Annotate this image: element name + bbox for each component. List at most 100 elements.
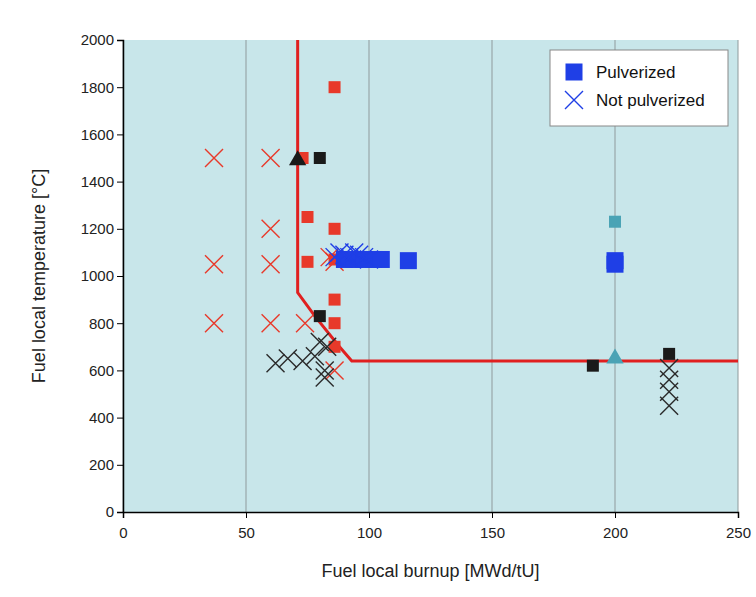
grid-line [738,40,739,512]
tick-label: 1000 [81,267,114,284]
boundary-line [298,40,738,361]
grid-line [369,40,370,512]
point [329,341,341,353]
tick-mark [117,465,123,466]
plot-background [123,40,738,512]
tick-mark [117,229,123,230]
tick: 1000 [81,267,123,284]
tick: 400 [89,409,123,426]
tick-label: 400 [89,409,114,426]
point [302,256,314,268]
y-axis: 0 200 400 600 800 1000 1200 1400 1600 1800 2000 [81,31,124,520]
point [329,81,341,93]
tick-label: 1800 [81,79,114,96]
tick-label: 0 [106,503,114,520]
tick: 0 [106,503,123,520]
tick-mark [117,182,123,183]
point [609,216,621,228]
tick: 1800 [81,79,123,96]
point [314,152,326,164]
x-axis-title: Fuel local burnup [MWd/tU] [321,561,539,581]
x-axis: 0 50 100 150 200 250 [119,512,751,541]
tick: 200 [89,456,123,473]
point [607,256,624,273]
tick: 1400 [81,173,123,190]
point [660,383,678,401]
point [306,347,324,365]
tick-label: 200 [89,456,114,473]
legend-marker [565,91,583,109]
point [205,255,223,273]
point [267,354,285,372]
tick-mark [117,87,123,88]
tick-label: 200 [603,524,628,541]
tick: 100 [357,512,382,541]
tick-mark [492,512,493,518]
tick-mark [246,512,247,518]
legend: Pulverized Not pulverized [550,50,728,126]
point [318,338,336,356]
grid [123,40,738,512]
tick: 150 [480,512,505,541]
point [314,310,326,322]
legend-marker [566,64,583,81]
point [294,352,312,370]
point [663,348,675,360]
point [606,349,623,364]
point [587,360,599,372]
tick: 2000 [81,31,123,48]
grid-line [246,40,247,512]
tick-mark [117,134,123,135]
tick-mark [117,512,123,513]
point [360,250,378,268]
tick-label: 1600 [81,126,114,143]
tick: 600 [89,362,123,379]
tick-label: 100 [357,524,382,541]
chart: 0 50 100 150 200 250 0 200 400 600 800 1000 1200 1400… [0,0,756,597]
tick: 1600 [81,126,123,143]
tick-mark [615,512,616,518]
tick-label: 1200 [81,220,114,237]
point [262,255,280,273]
point [329,223,341,235]
point [400,252,417,269]
point [326,361,344,379]
tick-mark [117,370,123,371]
point [329,294,341,306]
point [329,317,341,329]
tick-label: 0 [119,524,127,541]
tick-mark [117,418,123,419]
legend-label: Not pulverized [596,91,705,110]
tick-mark [117,276,123,277]
tick: 0 [119,512,127,541]
point [316,368,334,386]
point [205,314,223,332]
tick: 200 [603,512,628,541]
point [660,397,678,415]
tick-label: 1400 [81,173,114,190]
point [262,149,280,167]
point [262,220,280,238]
tick-mark [369,512,370,518]
tick: 250 [726,512,751,541]
tick-label: 600 [89,362,114,379]
tick-mark [117,40,123,41]
point [296,314,314,332]
point [205,149,223,167]
tick-label: 800 [89,315,114,332]
tick: 50 [238,512,255,541]
tick: 800 [89,315,123,332]
x-axis-line [124,513,739,519]
marks [205,40,738,415]
grid-line [492,40,493,512]
tick-mark [117,323,123,324]
point [302,211,314,223]
tick-label: 50 [238,524,255,541]
y-axis-line [117,41,124,513]
tick-mark [738,512,739,518]
legend-label: Pulverized [596,63,675,82]
point [289,150,306,165]
tick: 1200 [81,220,123,237]
point [262,314,280,332]
legend-box [550,50,728,126]
